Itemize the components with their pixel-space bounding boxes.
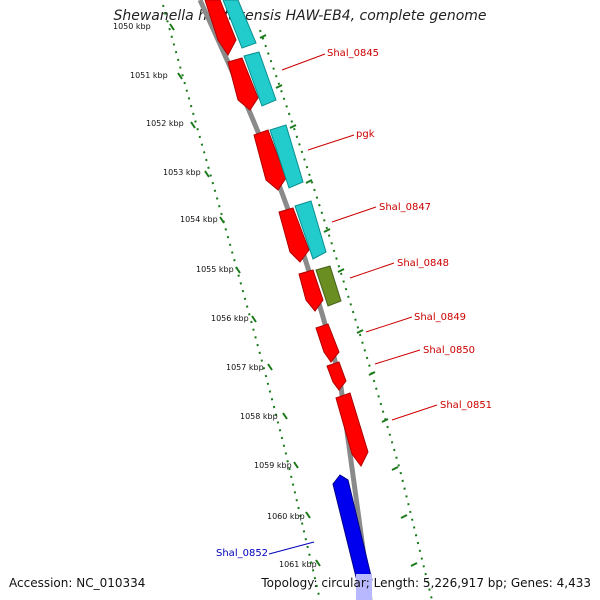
cyan-feature-4[interactable] [294, 200, 327, 260]
gene-arrow-pgk[interactable] [253, 129, 287, 191]
accession-text: Accession: NC_010334 [9, 576, 146, 590]
gene-label-shal-0847[interactable]: Shal_0847 [379, 202, 431, 213]
scale-label-1051: 1051 kbp [130, 71, 168, 80]
gene-labels: Shal_0845 pgk Shal_0847 Shal_0848 Shal_0… [216, 48, 492, 559]
scale-label-1061: 1061 kbp [279, 560, 317, 569]
inner-major-ticks [169, 23, 321, 567]
cyan-features [222, 0, 327, 260]
scale-label-1060: 1060 kbp [267, 512, 305, 521]
gene-arrow-shal-0844[interactable] [204, 0, 237, 56]
gene-arrow-shal-0850[interactable] [326, 361, 347, 391]
scale-labels: 1050 kbp 1051 kbp 1052 kbp 1053 kbp 1054… [113, 22, 317, 569]
outer-major-ticks [259, 34, 418, 567]
scale-label-1050: 1050 kbp [113, 22, 151, 31]
scale-label-1054: 1054 kbp [180, 215, 218, 224]
scale-label-1055: 1055 kbp [196, 265, 234, 274]
scale-label-1057: 1057 kbp [226, 363, 264, 372]
scale-label-1053: 1053 kbp [163, 168, 201, 177]
gene-label-pgk[interactable]: pgk [356, 129, 375, 140]
leader-lines [268, 53, 438, 555]
gene-arrow-shal-0848[interactable] [298, 269, 324, 312]
scale-track-outer [259, 29, 433, 600]
gene-label-shal-0850[interactable]: Shal_0850 [423, 345, 475, 356]
gene-label-shal-0848[interactable]: Shal_0848 [397, 258, 449, 269]
gene-label-shal-0845[interactable]: Shal_0845 [327, 48, 379, 59]
gene-arrow-shal-0852[interactable] [332, 474, 373, 586]
gene-arrow-shal-0845[interactable] [227, 57, 259, 111]
gene-arrow-shal-0851[interactable] [335, 392, 369, 467]
scale-label-1058: 1058 kbp [240, 412, 278, 421]
gene-label-shal-0851[interactable]: Shal_0851 [440, 400, 492, 411]
olive-feature[interactable] [315, 265, 342, 307]
genome-summary-text: Topology: circular; Length: 5,226,917 bp… [261, 576, 591, 590]
cyan-feature-1[interactable] [222, 0, 257, 49]
lavender-block [356, 574, 372, 600]
gene-arrow-shal-0847[interactable] [278, 207, 310, 263]
gene-label-shal-0852[interactable]: Shal_0852 [216, 548, 268, 559]
scale-label-1056: 1056 kbp [211, 314, 249, 323]
forward-genes [204, 0, 369, 467]
gene-label-shal-0849[interactable]: Shal_0849 [414, 312, 466, 323]
scale-label-1052: 1052 kbp [146, 119, 184, 128]
cyan-feature-3[interactable] [269, 124, 304, 189]
cyan-feature-2[interactable] [243, 51, 277, 107]
scale-label-1059: 1059 kbp [254, 461, 292, 470]
scale-track-inner [162, 4, 321, 600]
gene-arrow-shal-0849[interactable] [315, 323, 340, 363]
